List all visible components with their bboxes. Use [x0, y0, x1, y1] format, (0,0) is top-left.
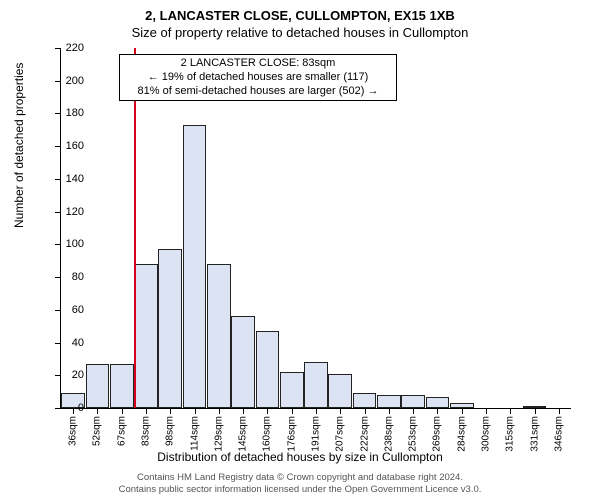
x-tick [510, 408, 511, 414]
x-tick-label: 191sqm [311, 416, 322, 452]
x-tick [97, 408, 98, 414]
y-tick-label: 160 [54, 140, 84, 152]
x-tick [146, 408, 147, 414]
x-tick-label: 176sqm [286, 416, 297, 452]
x-tick-label: 269sqm [432, 416, 443, 452]
x-tick [462, 408, 463, 414]
x-tick [243, 408, 244, 414]
histogram-bar [134, 264, 158, 408]
x-tick-label: 129sqm [213, 416, 224, 452]
title-line-2: Size of property relative to detached ho… [0, 23, 600, 40]
reference-line [134, 48, 136, 408]
x-tick-label: 83sqm [141, 416, 152, 446]
histogram-bar [280, 372, 304, 408]
footer-attribution: Contains HM Land Registry data © Crown c… [0, 472, 600, 496]
x-tick-label: 98sqm [165, 416, 176, 446]
histogram-bar [207, 264, 231, 408]
x-tick [486, 408, 487, 414]
x-tick-label: 315sqm [505, 416, 516, 452]
x-tick [219, 408, 220, 414]
footer-line-2: Contains public sector information licen… [0, 484, 600, 496]
x-tick-label: 160sqm [262, 416, 273, 452]
y-tick-label: 20 [54, 369, 84, 381]
x-tick [413, 408, 414, 414]
x-tick-label: 145sqm [238, 416, 249, 452]
y-axis-label: Number of detached properties [12, 63, 26, 228]
x-tick-label: 52sqm [92, 416, 103, 446]
chart-area: 36sqm52sqm67sqm83sqm98sqm114sqm129sqm145… [60, 48, 570, 408]
annotation-line: 81% of semi-detached houses are larger (… [126, 85, 390, 99]
histogram-bar [353, 393, 377, 408]
x-tick-label: 253sqm [408, 416, 419, 452]
histogram-bar [328, 374, 352, 408]
y-tick-label: 140 [54, 173, 84, 185]
plot-region: 36sqm52sqm67sqm83sqm98sqm114sqm129sqm145… [60, 48, 571, 409]
x-tick [365, 408, 366, 414]
x-tick [316, 408, 317, 414]
x-tick-label: 331sqm [529, 416, 540, 452]
x-tick-label: 222sqm [359, 416, 370, 452]
x-tick [389, 408, 390, 414]
histogram-bar [158, 249, 182, 408]
histogram-bar [110, 364, 134, 408]
histogram-bar [401, 395, 425, 408]
x-tick-label: 207sqm [335, 416, 346, 452]
y-tick-label: 60 [54, 304, 84, 316]
y-tick-label: 80 [54, 271, 84, 283]
x-tick [437, 408, 438, 414]
x-axis-label: Distribution of detached houses by size … [0, 450, 600, 464]
x-tick-label: 284sqm [456, 416, 467, 452]
y-tick-label: 120 [54, 206, 84, 218]
histogram-bar [231, 316, 255, 408]
x-tick-label: 346sqm [553, 416, 564, 452]
histogram-bar [304, 362, 328, 408]
x-tick [340, 408, 341, 414]
x-tick-label: 114sqm [189, 416, 200, 451]
annotation-line: ← 19% of detached houses are smaller (11… [126, 71, 390, 85]
x-tick-label: 36sqm [68, 416, 79, 446]
histogram-bar [377, 395, 401, 408]
x-tick [122, 408, 123, 414]
x-tick [170, 408, 171, 414]
y-tick-label: 100 [54, 238, 84, 250]
footer-line-1: Contains HM Land Registry data © Crown c… [0, 472, 600, 484]
x-tick [535, 408, 536, 414]
y-tick-label: 0 [54, 402, 84, 414]
histogram-bar [183, 125, 207, 408]
x-tick [267, 408, 268, 414]
y-tick-label: 220 [54, 42, 84, 54]
y-tick-label: 180 [54, 107, 84, 119]
y-tick-label: 40 [54, 337, 84, 349]
x-tick-label: 300sqm [481, 416, 492, 452]
histogram-bar [86, 364, 110, 408]
annotation-line: 2 LANCASTER CLOSE: 83sqm [126, 57, 390, 71]
y-tick-label: 200 [54, 75, 84, 87]
title-line-1: 2, LANCASTER CLOSE, CULLOMPTON, EX15 1XB [0, 0, 600, 23]
histogram-bar [256, 331, 280, 408]
x-tick [559, 408, 560, 414]
histogram-bar [426, 397, 450, 408]
x-tick-label: 67sqm [116, 416, 127, 446]
x-tick [292, 408, 293, 414]
annotation-box: 2 LANCASTER CLOSE: 83sqm← 19% of detache… [119, 54, 397, 101]
x-tick-label: 238sqm [383, 416, 394, 452]
x-tick [195, 408, 196, 414]
